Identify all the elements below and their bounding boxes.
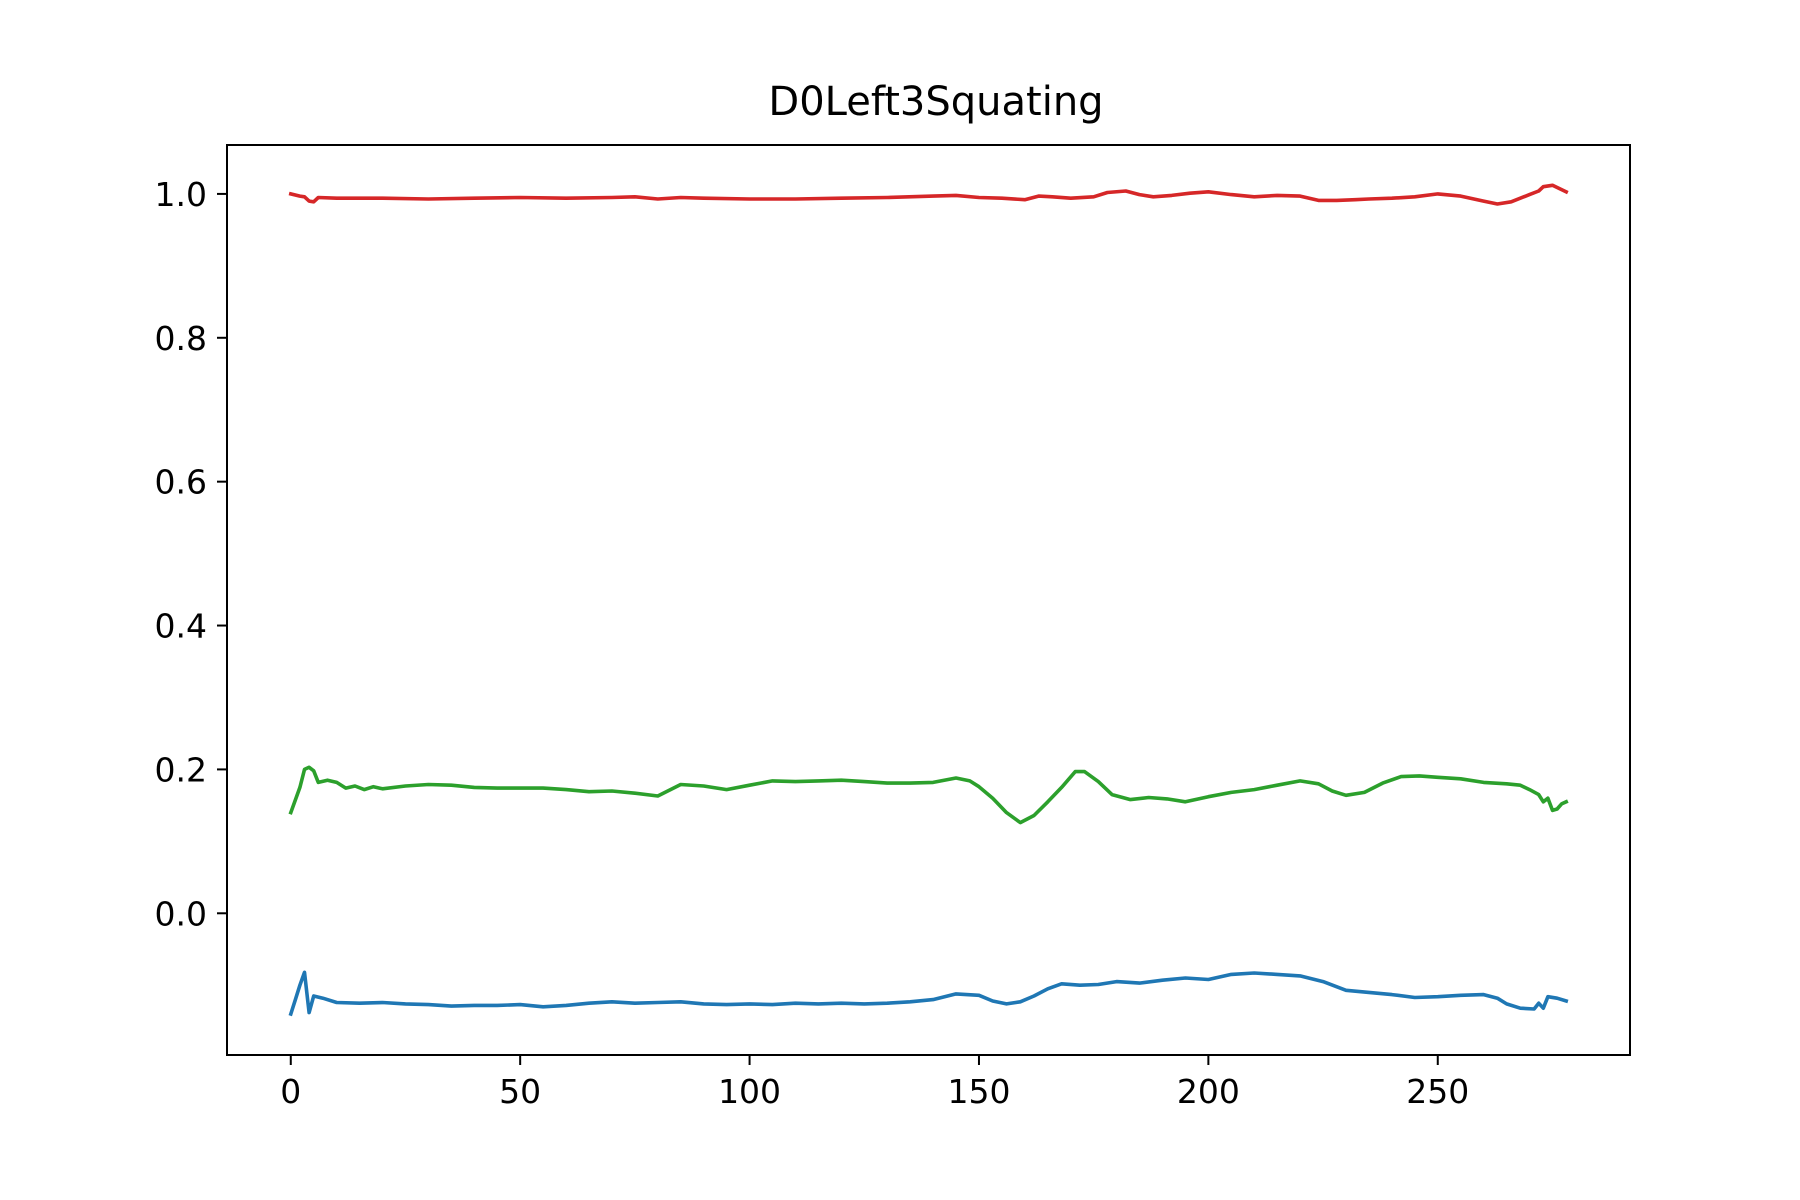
- series-line-3: [288, 970, 1569, 1017]
- chart-title: D0Left3Squating: [768, 79, 1103, 125]
- axes-background: [227, 145, 1630, 1055]
- x-tick-label: 0: [280, 1072, 301, 1111]
- series-line-1: [288, 183, 1569, 206]
- y-tick-label: 0.8: [155, 319, 207, 358]
- plot-area: [226, 144, 1631, 1056]
- y-tick-label: 1.0: [155, 175, 207, 214]
- y-tick-label: 0.6: [155, 463, 207, 502]
- x-tick-label: 50: [499, 1072, 541, 1111]
- x-tick-label: 200: [1177, 1072, 1240, 1111]
- y-axis: 0.0 0.2 0.4 0.6 0.8 1.0: [155, 175, 227, 933]
- x-tick-label: 100: [718, 1072, 781, 1111]
- axes-frame: [226, 144, 1631, 1056]
- y-tick-label: 0.0: [155, 894, 207, 933]
- y-tick-label: 0.2: [155, 750, 207, 789]
- series-layer: [288, 183, 1569, 1017]
- series-line-2: [288, 765, 1569, 825]
- x-tick-label: 250: [1406, 1072, 1469, 1111]
- y-tick-label: 0.4: [155, 607, 207, 646]
- x-axis: 0 50 100 150 200 250: [280, 1055, 1469, 1111]
- x-tick-label: 150: [947, 1072, 1010, 1111]
